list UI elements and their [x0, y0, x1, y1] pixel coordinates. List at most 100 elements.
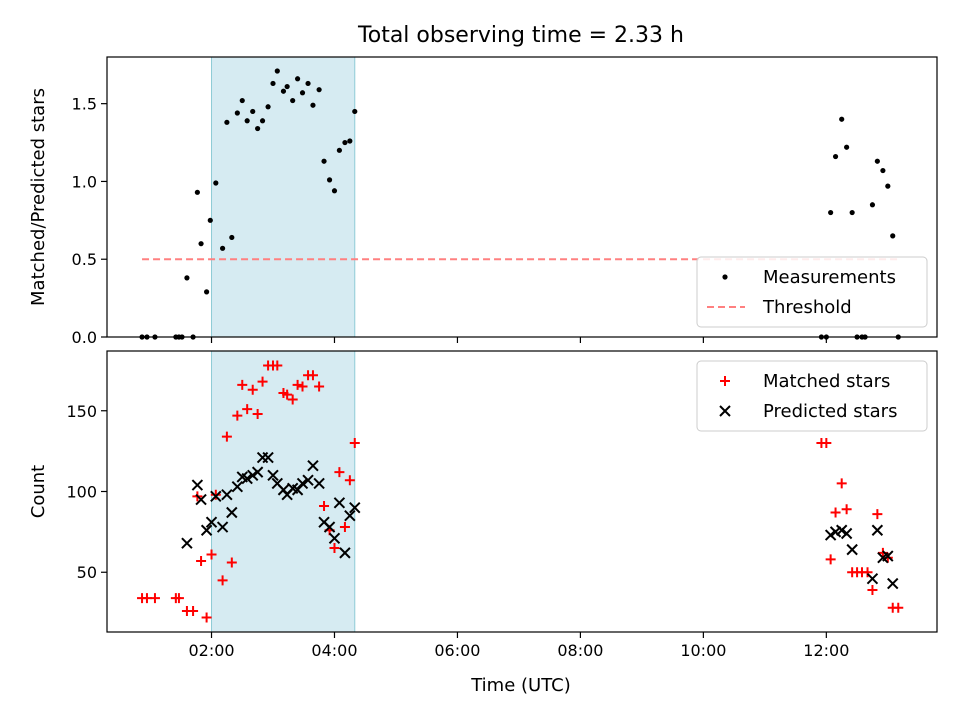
- y-tick-label: 100: [66, 483, 97, 502]
- data-point: [200, 524, 213, 536]
- data-point: [821, 438, 832, 449]
- data-point: [280, 88, 287, 94]
- data-point: [242, 404, 253, 415]
- data-point: [198, 241, 204, 247]
- data-point: [344, 510, 356, 522]
- data-point: [173, 593, 184, 604]
- data-point: [314, 381, 325, 392]
- data-point: [334, 467, 345, 478]
- data-point: [349, 501, 361, 514]
- data-point: [326, 177, 333, 183]
- ratio-panel: 0.0 0.5 1.0 1.5 Matched/Predicted stars Measu…: [28, 56, 938, 347]
- data-point: [231, 480, 244, 493]
- data-point: [874, 158, 880, 164]
- data-point: [262, 451, 274, 464]
- y-tick-label: 0.0: [72, 328, 97, 347]
- observing-window-band: [211, 56, 356, 338]
- data-point: [849, 209, 855, 216]
- y-tick-label: 0.5: [72, 250, 97, 269]
- data-point: [846, 543, 858, 556]
- data-point: [232, 410, 243, 421]
- legend-box: [696, 256, 928, 328]
- data-point: [216, 521, 229, 533]
- data-point: [294, 76, 301, 82]
- data-point: [321, 158, 327, 164]
- data-point: [862, 567, 873, 578]
- data-point: [313, 477, 325, 490]
- data-point: [841, 504, 852, 515]
- legend-box: [696, 360, 928, 432]
- data-point: [229, 234, 235, 241]
- data-point: [866, 572, 879, 585]
- data-point: [869, 202, 876, 208]
- data-point: [331, 188, 338, 194]
- data-point: [290, 97, 296, 104]
- data-point: [184, 275, 190, 281]
- legend-label: Threshold: [762, 297, 852, 318]
- data-point: [836, 478, 847, 489]
- y-tick-label: 1.5: [72, 95, 97, 114]
- data-point: [219, 245, 226, 251]
- data-point: [252, 408, 263, 419]
- data-point: [344, 475, 355, 486]
- data-point: [342, 139, 348, 146]
- data-point: [221, 489, 233, 501]
- data-point: [339, 522, 350, 533]
- data-point: [265, 104, 271, 110]
- data-point: [336, 147, 342, 153]
- data-point: [323, 521, 336, 533]
- data-point: [210, 489, 221, 500]
- x-tick-label: 10:00: [680, 641, 726, 660]
- data-point: [316, 87, 322, 93]
- data-point: [247, 469, 259, 482]
- data-point: [830, 507, 841, 518]
- data-point: [244, 118, 250, 124]
- data-point: [867, 585, 878, 596]
- data-point: [257, 376, 268, 387]
- data-point: [825, 554, 836, 565]
- data-point: [871, 524, 884, 536]
- data-point: [890, 233, 896, 239]
- data-point: [347, 138, 353, 144]
- data-point: [181, 537, 193, 549]
- data-point: [291, 484, 304, 496]
- data-point: [352, 108, 358, 115]
- data-point: [204, 289, 210, 295]
- data-point: [201, 612, 212, 623]
- data-point: [196, 555, 207, 566]
- legend: Matched stars Predicted stars: [696, 360, 928, 432]
- data-point: [234, 110, 240, 116]
- data-point: [287, 394, 298, 405]
- y-axis-label: Matched/Predicted stars: [28, 88, 49, 306]
- data-point: [282, 389, 293, 400]
- x-tick-label: 02:00: [188, 641, 234, 660]
- data-point: [284, 83, 290, 90]
- legend-label: Measurements: [763, 267, 896, 288]
- data-point: [835, 524, 848, 536]
- y-tick-label: 50: [77, 563, 97, 582]
- data-point: [292, 379, 303, 390]
- data-point: [832, 153, 839, 160]
- legend-marker-swatch: [719, 405, 731, 417]
- x-tick-label: 04:00: [311, 641, 357, 660]
- data-point: [267, 469, 279, 482]
- series-matched-stars: [137, 360, 904, 623]
- data-point: [239, 97, 245, 104]
- data-point: [188, 606, 199, 617]
- data-point: [149, 593, 160, 604]
- data-point: [272, 360, 283, 371]
- data-point: [274, 68, 280, 74]
- data-point: [880, 167, 886, 174]
- data-point: [195, 493, 207, 506]
- data-point: [885, 183, 891, 189]
- data-point: [213, 180, 219, 186]
- data-point: [887, 577, 899, 590]
- data-point: [882, 550, 894, 562]
- legend-label: Matched stars: [763, 371, 890, 392]
- data-point: [297, 381, 308, 392]
- data-point: [824, 529, 837, 541]
- data-point: [349, 438, 360, 449]
- data-point: [237, 379, 248, 390]
- legend-marker-swatch: [722, 274, 728, 280]
